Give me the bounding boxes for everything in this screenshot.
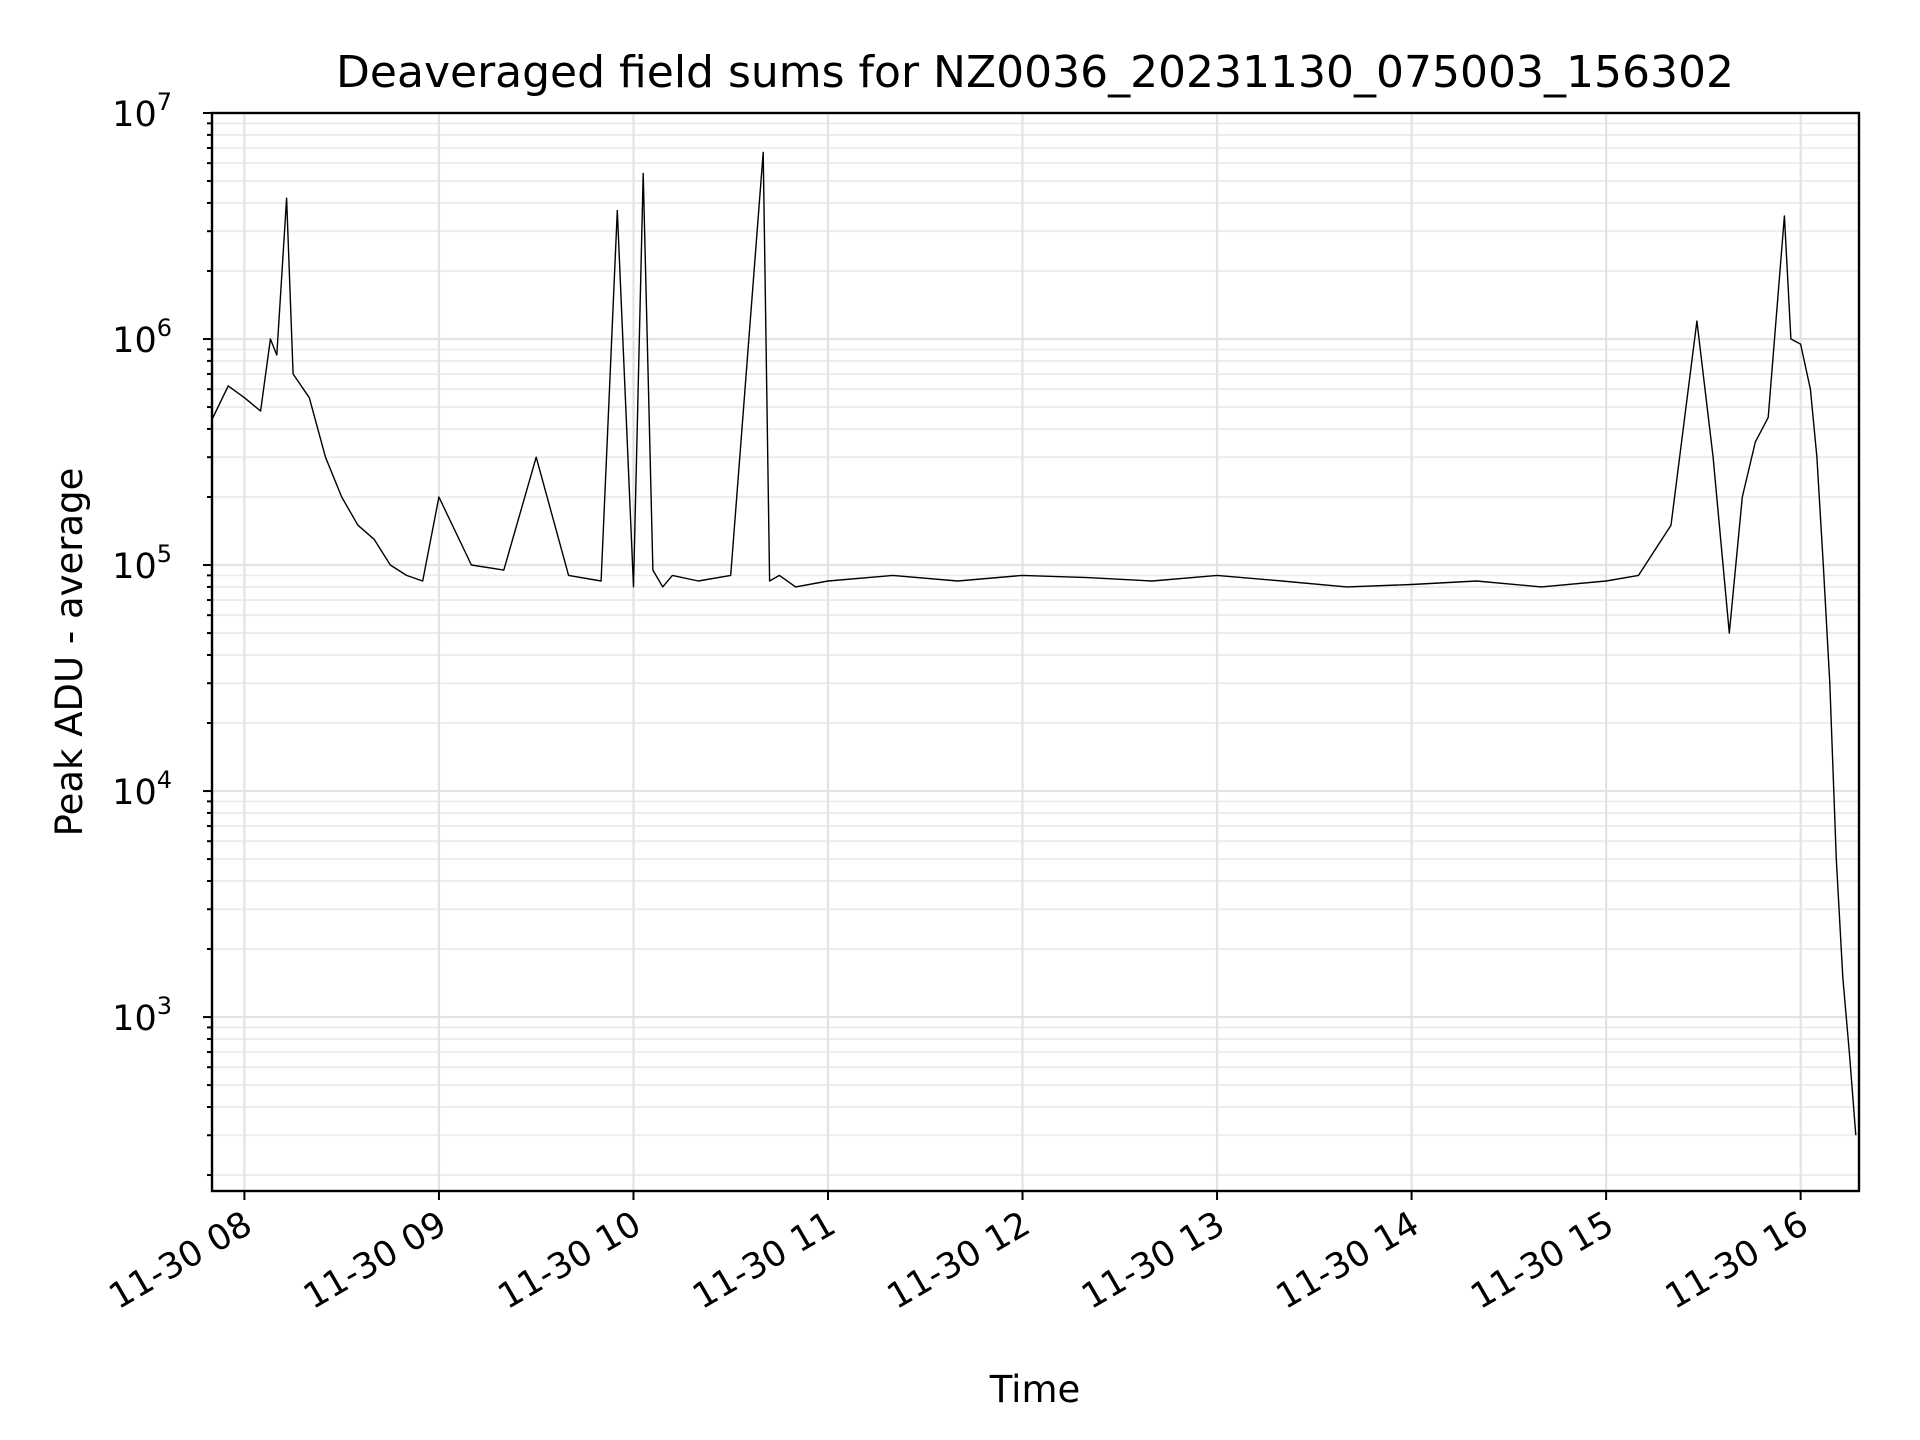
- y-tick-label: 104: [112, 766, 172, 813]
- x-tick-label: 11-30 09: [297, 1204, 453, 1317]
- y-tick-label: 105: [112, 540, 172, 587]
- y-tick-base: 10: [112, 95, 157, 135]
- series-line: [211, 151, 1857, 1136]
- x-tick-label: 11-30 16: [1659, 1204, 1815, 1317]
- y-tick-exponent: 3: [157, 992, 172, 1020]
- y-tick-base: 10: [112, 321, 157, 361]
- series-layer: [211, 151, 1857, 1136]
- x-tick-label: 11-30 08: [103, 1204, 259, 1317]
- x-tick-label: 11-30 13: [1075, 1204, 1231, 1317]
- x-tick-label: 11-30 15: [1464, 1204, 1620, 1317]
- y-tick-base: 10: [112, 547, 157, 587]
- y-tick-base: 10: [112, 999, 157, 1039]
- y-tick-exponent: 7: [157, 88, 172, 116]
- x-axis-label: Time: [989, 1368, 1081, 1411]
- y-tick-exponent: 5: [157, 540, 172, 568]
- y-axis-label: Peak ADU - average: [48, 468, 91, 837]
- x-tick-label: 11-30 11: [686, 1204, 842, 1317]
- y-tick-exponent: 4: [157, 766, 172, 794]
- x-tick-label: 11-30 14: [1270, 1204, 1426, 1317]
- x-tick-label: 11-30 12: [881, 1204, 1037, 1317]
- y-tick-label: 106: [112, 314, 172, 361]
- y-tick-base: 10: [112, 773, 157, 813]
- grid: [212, 111, 1859, 1191]
- y-tick-label: 107: [112, 88, 172, 135]
- y-tick-label: 103: [112, 992, 172, 1039]
- y-tick-exponent: 6: [157, 314, 172, 342]
- x-tick-label: 11-30 10: [492, 1204, 648, 1317]
- chart-title: Deaveraged field sums for NZ0036_2023113…: [336, 47, 1734, 98]
- plot-frame: [210, 111, 1861, 1193]
